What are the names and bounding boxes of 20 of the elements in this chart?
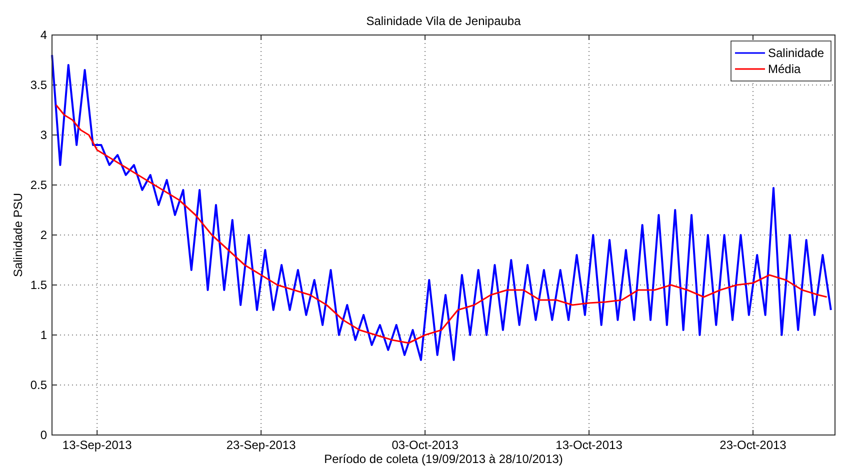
chart-title: Salinidade Vila de Jenipauba <box>366 14 522 28</box>
y-tick-label: 1 <box>40 328 48 342</box>
y-tick-label: 2 <box>40 228 48 242</box>
y-tick-label: 1.5 <box>30 278 48 292</box>
x-tick-label: 03-Oct-2013 <box>392 438 459 452</box>
x-tick-label: 13-Oct-2013 <box>556 438 623 452</box>
x-axis-title: Período de coleta (19/09/2013 à 28/10/2013) <box>324 452 563 466</box>
y-axis-title: Salinidade PSU <box>11 192 25 278</box>
y-tick-label: 3 <box>40 128 48 142</box>
y-tick-label: 3.5 <box>30 78 48 92</box>
legend-label: Média <box>768 62 802 76</box>
line-series <box>55 104 828 344</box>
y-tick-label: 0.5 <box>30 378 48 392</box>
x-tick-label: 23-Oct-2013 <box>720 438 787 452</box>
x-tick-label: 13-Sep-2013 <box>62 438 132 452</box>
legend-label: Salinidade <box>768 46 824 60</box>
x-tick-label: 23-Sep-2013 <box>226 438 296 452</box>
y-tick-label: 0 <box>40 428 48 442</box>
y-tick-label: 4 <box>40 28 48 42</box>
y-tick-label: 2.5 <box>30 178 48 192</box>
